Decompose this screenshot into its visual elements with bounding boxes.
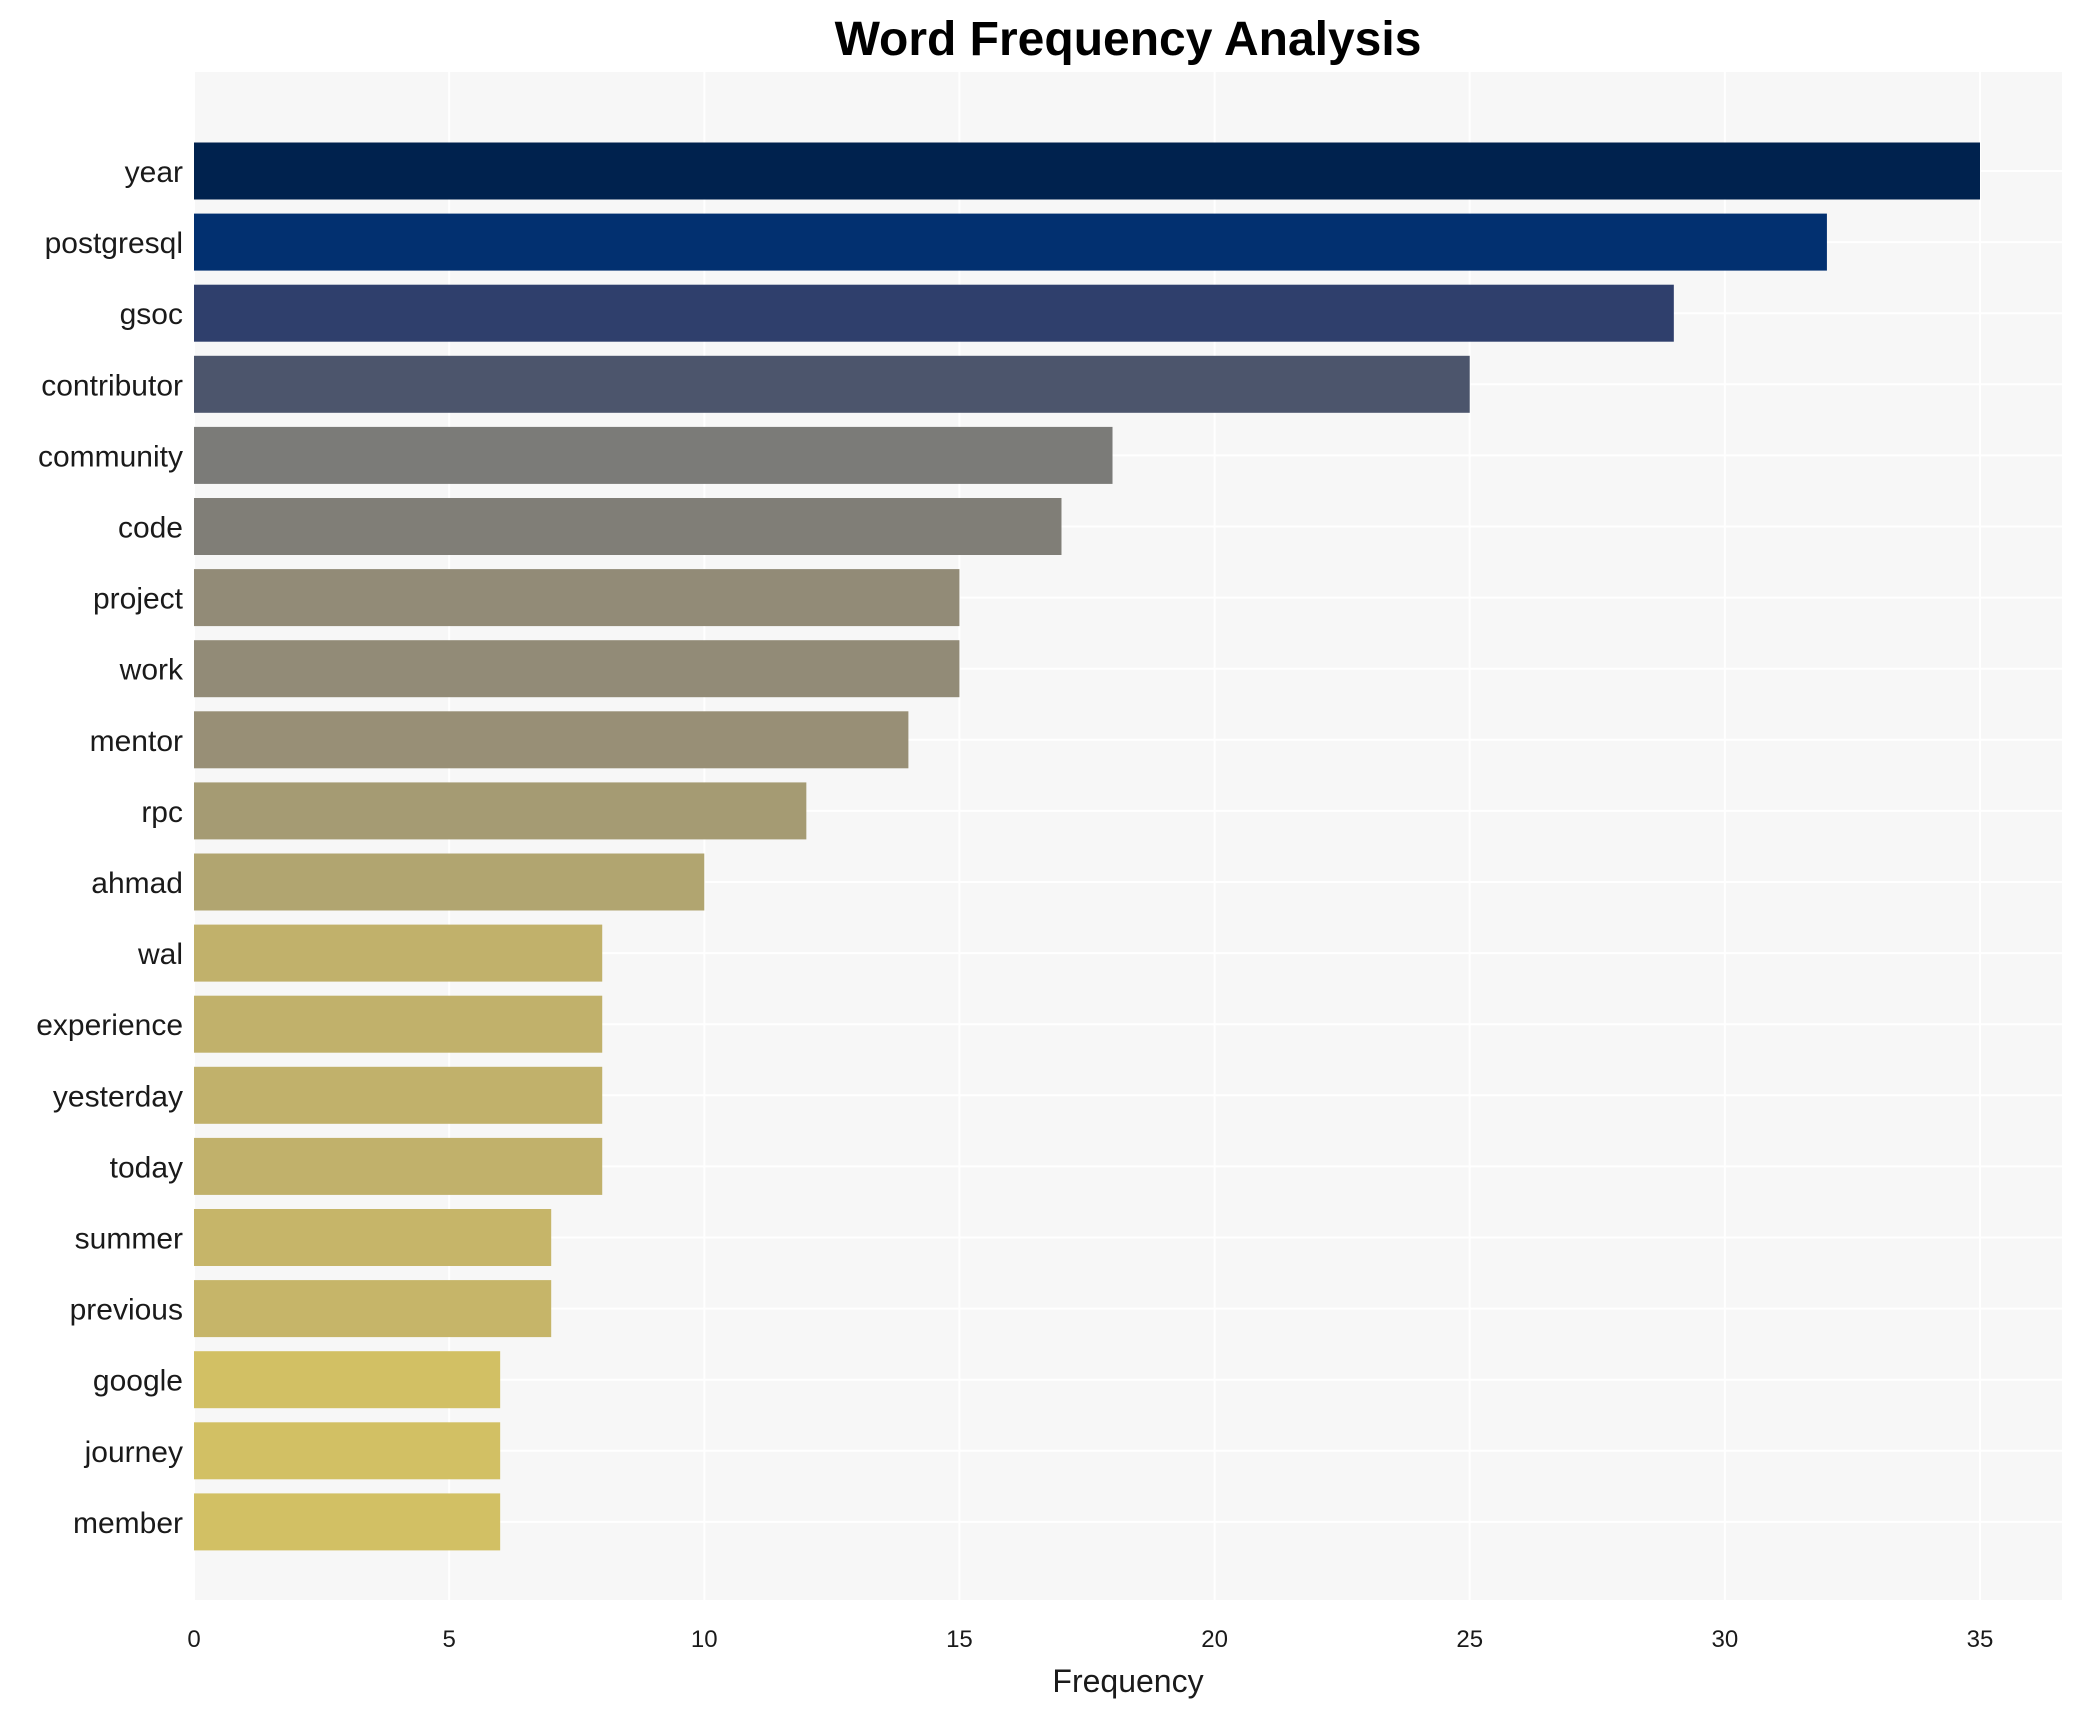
bars	[194, 142, 1980, 1551]
bar-experience	[194, 995, 603, 1053]
category-label-today: today	[110, 1151, 183, 1184]
category-label-member: member	[73, 1507, 183, 1540]
chart-title: Word Frequency Analysis	[835, 13, 1422, 66]
bar-yesterday	[194, 1066, 603, 1124]
bar-community	[194, 426, 1113, 484]
bar-year	[194, 142, 1980, 200]
bar-project	[194, 569, 960, 627]
category-label-work: work	[119, 654, 184, 687]
category-labels: year postgresql gsoc contributor community co…	[36, 156, 184, 1540]
category-label-year: year	[125, 156, 183, 189]
x-tick-label: 30	[1712, 1626, 1739, 1653]
bar-member	[194, 1493, 501, 1551]
bar-journey	[194, 1422, 501, 1480]
bar-summer	[194, 1209, 552, 1266]
category-label-wal: wal	[137, 938, 183, 971]
bar-contributor	[194, 355, 1470, 413]
category-label-project: project	[93, 583, 184, 616]
category-label-summer: summer	[75, 1223, 183, 1256]
category-label-experience: experience	[36, 1009, 183, 1042]
bar-google	[194, 1351, 501, 1409]
category-label-community: community	[38, 440, 183, 473]
x-axis-label: Frequency	[1052, 1663, 1203, 1699]
bar-work	[194, 640, 960, 698]
x-axis-ticks: 0 5 10 15 20 25 30 35	[187, 1626, 1993, 1653]
bar-wal	[194, 924, 603, 982]
category-label-previous: previous	[70, 1294, 183, 1327]
category-label-rpc: rpc	[141, 796, 183, 829]
x-tick-label: 10	[691, 1626, 718, 1653]
bar-previous	[194, 1280, 552, 1338]
x-tick-label: 25	[1456, 1626, 1483, 1653]
bar-gsoc	[194, 284, 1674, 342]
category-label-postgresql: postgresql	[45, 227, 183, 260]
bar-code	[194, 498, 1062, 555]
bar-mentor	[194, 711, 909, 769]
category-label-ahmad: ahmad	[91, 867, 183, 900]
x-tick-label: 20	[1201, 1626, 1228, 1653]
x-tick-label: 0	[187, 1626, 200, 1653]
x-tick-label: 15	[946, 1626, 973, 1653]
category-label-contributor: contributor	[41, 369, 183, 402]
category-label-code: code	[118, 512, 183, 545]
bar-postgresql	[194, 213, 1827, 271]
x-tick-label: 5	[442, 1626, 455, 1653]
category-label-google: google	[93, 1365, 183, 1398]
category-label-mentor: mentor	[90, 725, 183, 758]
category-label-journey: journey	[84, 1436, 183, 1469]
bar-today	[194, 1137, 603, 1195]
bar-rpc	[194, 782, 807, 840]
x-tick-label: 35	[1967, 1626, 1994, 1653]
category-label-yesterday: yesterday	[53, 1080, 183, 1113]
bar-ahmad	[194, 853, 705, 911]
category-label-gsoc: gsoc	[120, 298, 183, 331]
